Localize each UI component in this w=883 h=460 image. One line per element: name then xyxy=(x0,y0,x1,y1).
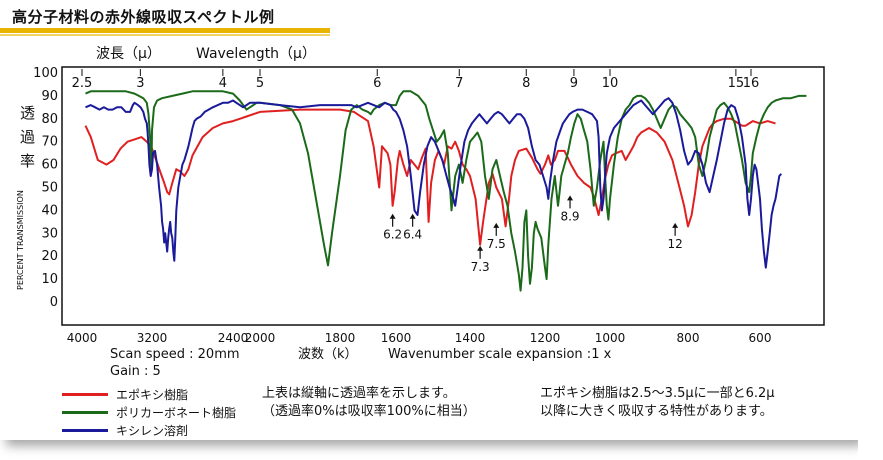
x-tick-label: 1000 xyxy=(595,331,626,345)
legend-label-xylene: キシレン溶剤 xyxy=(116,423,189,438)
annotation-arrowhead xyxy=(672,222,679,228)
figure-title: 高分子材料の赤外線吸収スペクトル例 xyxy=(12,8,275,26)
top-tick-label: 15 xyxy=(728,76,745,91)
top-tick-label: 8 xyxy=(522,76,530,91)
title-underline-light xyxy=(0,34,330,36)
note-right-line-1: エポキシ樹脂は2.5～3.5μに一部と6.2μ xyxy=(540,386,775,401)
x-tick-label: 2000 xyxy=(245,331,276,345)
annotation-arrowhead xyxy=(567,195,574,201)
title-underline xyxy=(0,28,330,33)
y-tick-label: 40 xyxy=(41,203,58,218)
x-axis-label-en: Wavenumber scale expansion :1 x xyxy=(388,347,612,362)
note-right-line-2: 以降に大きく吸収する特性があります。 xyxy=(540,404,773,419)
legend-swatch-xylene xyxy=(62,428,108,432)
y-axis-label-en: PERCENT TRANSMISSION xyxy=(16,190,25,290)
annotation-arrowhead xyxy=(493,222,500,228)
top-axis-label-en: Wavelength（μ） xyxy=(196,46,316,62)
annotation-label: 12 xyxy=(667,237,682,251)
legend-item-epoxy: エポキシ樹脂 xyxy=(62,385,236,403)
annotation-arrowhead xyxy=(477,245,484,251)
x-tick-label: 800 xyxy=(677,331,700,345)
x-tick-label: 1200 xyxy=(530,331,561,345)
legend-label-polycarbonate: ポリカーボネート樹脂 xyxy=(116,405,237,420)
y-tick-label: 80 xyxy=(41,112,58,127)
plot-frame xyxy=(61,66,825,326)
annotation-label: 7.5 xyxy=(487,237,506,251)
top-tick-label: 9 xyxy=(570,76,578,91)
y-tick-label: 90 xyxy=(41,89,58,104)
annotation-arrowhead xyxy=(409,213,416,219)
legend-item-polycarbonate: ポリカーボネート樹脂 xyxy=(62,403,236,421)
top-tick-label: 3 xyxy=(136,76,144,91)
annotation-label: 8.9 xyxy=(560,209,579,223)
legend: エポキシ樹脂 ポリカーボネート樹脂 キシレン溶剤 xyxy=(62,385,236,439)
legend-swatch-polycarbonate xyxy=(62,410,108,414)
legend-swatch-epoxy xyxy=(62,392,108,396)
annotation-label: 6.4 xyxy=(403,228,422,242)
series-layer xyxy=(84,90,807,292)
legend-item-xylene: キシレン溶剤 xyxy=(62,421,236,439)
top-axis-label-jp: 波長（μ） xyxy=(96,46,161,62)
y-tick-label: 0 xyxy=(50,295,58,310)
x-tick-label: 1800 xyxy=(325,331,356,345)
annotation-arrowhead xyxy=(389,213,396,219)
x-tick-label: 1600 xyxy=(381,331,412,345)
series-line-epoxy xyxy=(84,108,776,246)
x-tick-label: 1400 xyxy=(455,331,486,345)
series-line-xylene xyxy=(85,97,783,269)
x-tick-label: 600 xyxy=(749,331,772,345)
y-axis-label-jp: 透過率 xyxy=(20,104,35,170)
x-axis-label-jp: 波数（k） xyxy=(298,347,358,362)
series-line-polycarbonate xyxy=(85,90,807,292)
y-tick-label: 70 xyxy=(41,135,58,150)
y-tick-label: 20 xyxy=(41,249,58,264)
note-center-line-1: 上表は縦軸に透過率を示します。 xyxy=(262,386,456,401)
scan-speed-label: Scan speed : 20mm xyxy=(110,347,240,362)
top-tick-label: 7 xyxy=(455,76,463,91)
x-tick-label: 3200 xyxy=(137,331,168,345)
y-axis-label-jp-text: 透過率 xyxy=(20,104,35,170)
annotations-layer: 6.2 6.4 7.3 7.5 8.9 12 xyxy=(383,195,683,274)
y-tick-label: 10 xyxy=(41,272,58,287)
y-tick-label: 50 xyxy=(41,181,58,196)
annotation-label: 6.2 xyxy=(383,228,402,242)
y-tick-label: 100 xyxy=(33,66,58,81)
x-tick-label: 2400 xyxy=(218,331,249,345)
gain-label: Gain : 5 xyxy=(110,364,161,379)
top-tick-label: 4 xyxy=(219,76,227,91)
top-tick-label: 16 xyxy=(743,76,760,91)
note-center-line-2: （透過率0%は吸収率100%に相当） xyxy=(262,404,476,419)
top-tick-label: 6 xyxy=(373,76,381,91)
y-tick-label: 30 xyxy=(41,226,58,241)
note-center: 上表は縦軸に透過率を示します。 （透過率0%は吸収率100%に相当） xyxy=(262,385,476,421)
y-tick-label: 60 xyxy=(41,158,58,173)
top-tick-label: 2.5 xyxy=(72,76,93,91)
annotation-label: 7.3 xyxy=(471,260,490,274)
legend-label-epoxy: エポキシ樹脂 xyxy=(116,387,189,402)
top-tick-label: 5 xyxy=(256,76,264,91)
x-tick-label: 4000 xyxy=(67,331,98,345)
note-right: エポキシ樹脂は2.5～3.5μに一部と6.2μ 以降に大きく吸収する特性がありま… xyxy=(540,385,775,421)
page-edge xyxy=(858,0,883,460)
top-tick-label: 10 xyxy=(602,76,619,91)
